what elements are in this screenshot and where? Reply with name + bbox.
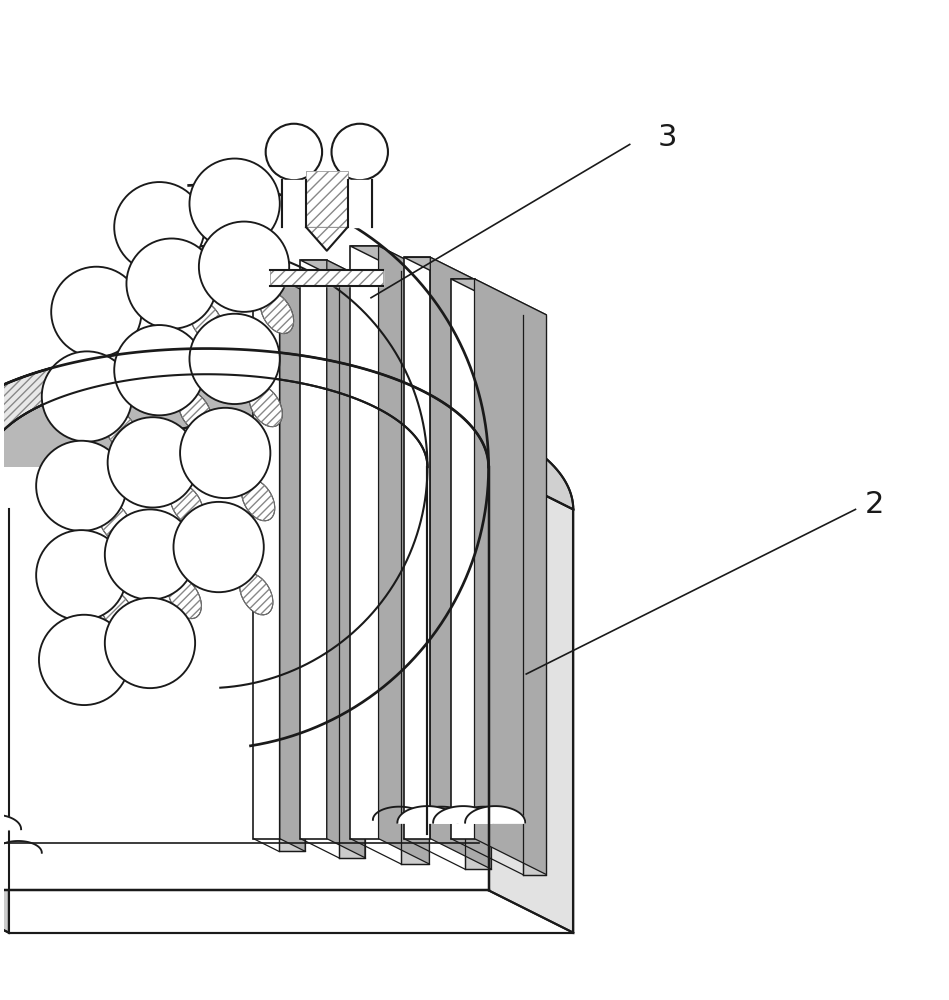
Polygon shape (523, 315, 547, 875)
Circle shape (126, 238, 216, 329)
Polygon shape (0, 349, 489, 467)
Circle shape (331, 124, 388, 180)
Circle shape (114, 182, 205, 272)
Polygon shape (451, 279, 547, 315)
Polygon shape (253, 279, 280, 839)
Ellipse shape (170, 484, 203, 525)
Ellipse shape (168, 577, 201, 619)
Circle shape (190, 314, 280, 404)
Polygon shape (379, 246, 429, 864)
Polygon shape (404, 257, 430, 839)
Circle shape (42, 351, 132, 442)
Ellipse shape (180, 222, 214, 264)
Polygon shape (489, 467, 573, 933)
Circle shape (114, 325, 205, 415)
Polygon shape (301, 260, 365, 279)
Ellipse shape (260, 292, 293, 334)
Polygon shape (430, 257, 492, 869)
Ellipse shape (240, 573, 273, 615)
Circle shape (36, 530, 126, 620)
Polygon shape (451, 279, 474, 839)
Polygon shape (350, 246, 429, 271)
Circle shape (39, 615, 129, 705)
Circle shape (199, 222, 289, 312)
Polygon shape (326, 260, 365, 858)
Polygon shape (301, 260, 326, 839)
Circle shape (104, 598, 195, 688)
Polygon shape (339, 279, 365, 858)
Ellipse shape (115, 324, 148, 366)
Circle shape (51, 267, 141, 357)
Ellipse shape (99, 502, 132, 543)
Text: 2: 2 (865, 490, 884, 519)
Polygon shape (280, 279, 306, 851)
Polygon shape (474, 279, 547, 875)
Polygon shape (0, 467, 427, 834)
Ellipse shape (178, 391, 212, 432)
Polygon shape (350, 246, 379, 839)
Ellipse shape (249, 385, 282, 427)
Polygon shape (253, 279, 306, 292)
Polygon shape (279, 292, 306, 851)
Ellipse shape (105, 411, 139, 452)
Ellipse shape (241, 479, 275, 521)
Polygon shape (401, 271, 429, 864)
Polygon shape (0, 467, 9, 933)
Circle shape (266, 124, 322, 180)
Circle shape (104, 509, 195, 600)
Circle shape (190, 159, 280, 249)
Polygon shape (307, 171, 347, 227)
Polygon shape (404, 257, 492, 288)
Ellipse shape (190, 300, 223, 342)
Polygon shape (465, 288, 492, 869)
Circle shape (107, 417, 198, 508)
Ellipse shape (101, 590, 134, 632)
Circle shape (36, 441, 126, 531)
Text: 3: 3 (658, 123, 678, 152)
Polygon shape (0, 349, 573, 509)
Circle shape (174, 502, 264, 592)
Polygon shape (0, 467, 489, 890)
Polygon shape (0, 374, 512, 509)
Circle shape (180, 408, 270, 498)
